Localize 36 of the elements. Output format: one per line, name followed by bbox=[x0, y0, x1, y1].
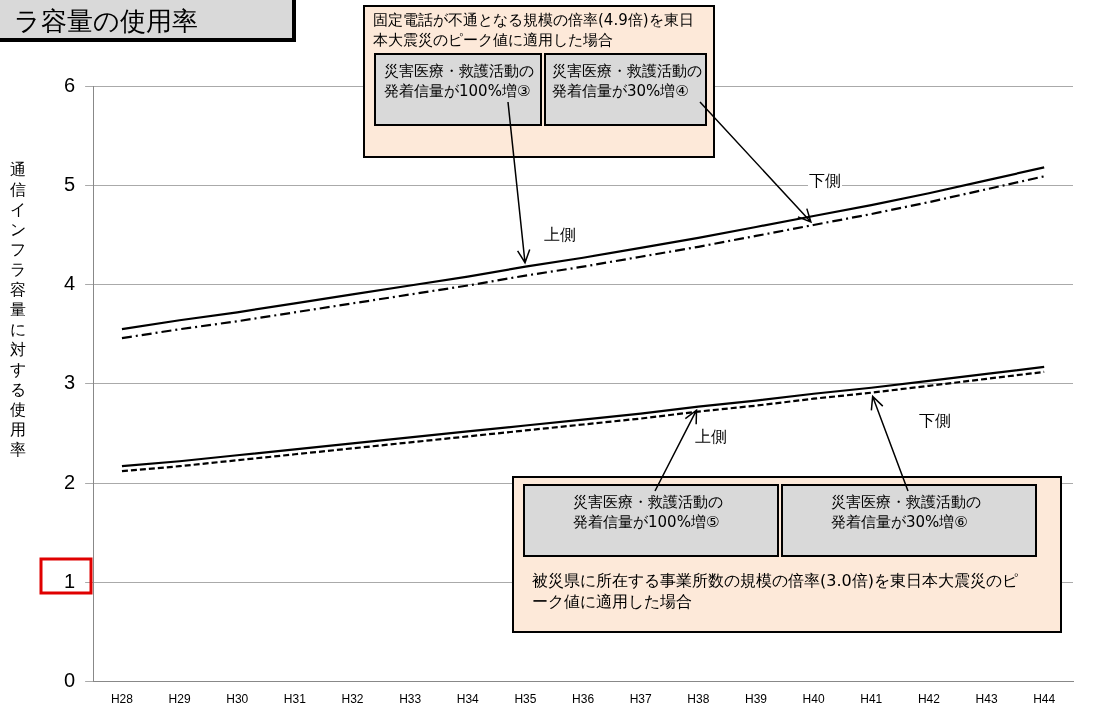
y-tick-label: 6 bbox=[64, 73, 76, 96]
x-tick-label: H38 bbox=[687, 692, 710, 707]
annotation: 災害医療・救護活動の発着信量が100%増⑤ bbox=[573, 492, 724, 532]
x-tick-label: H41 bbox=[860, 692, 883, 707]
x-tick-label: H29 bbox=[168, 692, 191, 707]
y-tick-label: 5 bbox=[64, 172, 76, 195]
text: 通信インフラ容量に対する使用率 bbox=[10, 160, 26, 459]
y-tick-label: 2 bbox=[64, 470, 76, 493]
x-tick-label: H31 bbox=[283, 692, 307, 707]
x-tick-label: H37 bbox=[629, 692, 653, 707]
y-tick-label: 4 bbox=[64, 272, 76, 295]
x-tick-label: H44 bbox=[1033, 692, 1056, 707]
x-tick-label: H34 bbox=[456, 692, 480, 707]
annotation: 災害医療・救護活動の発着信量が100%増③ bbox=[384, 61, 535, 101]
annotation: 下側 bbox=[918, 411, 952, 430]
annotation: 災害医療・救護活動の発着信量が30%増④ bbox=[552, 61, 703, 101]
annotation: 上側 bbox=[694, 427, 728, 446]
x-tick-label: H42 bbox=[917, 692, 941, 707]
annotation: 下側 bbox=[808, 171, 842, 190]
x-tick-label: H32 bbox=[341, 692, 364, 707]
y-tick-label: 0 bbox=[64, 669, 76, 692]
x-tick-label: H43 bbox=[975, 692, 998, 707]
x-tick-label: H35 bbox=[514, 692, 537, 707]
annotation: 被災県に所在する事業所数の規模の倍率(3.0倍)を東日本大震災のピーク値に適用した場合 bbox=[532, 570, 1019, 612]
x-tick-label: H33 bbox=[399, 692, 422, 707]
x-tick-label: H36 bbox=[572, 692, 595, 707]
x-tick-label: H28 bbox=[110, 692, 134, 707]
x-tick-label: H40 bbox=[802, 692, 825, 707]
annotation: 上側 bbox=[543, 225, 577, 244]
annotation: 災害医療・救護活動の発着信量が30%増⑥ bbox=[831, 492, 982, 532]
y-tick-label: 1 bbox=[64, 569, 76, 592]
chart-title: ラ容量の使用率 bbox=[0, 0, 296, 42]
text: 固定電話が不通となる規模の倍率(4.9倍)を東日本大震災のピーク値に適用した場合 bbox=[373, 10, 695, 50]
y-tick-label: 3 bbox=[64, 371, 76, 394]
x-tick-label: H30 bbox=[226, 692, 249, 707]
x-tick-label: H39 bbox=[744, 692, 768, 707]
